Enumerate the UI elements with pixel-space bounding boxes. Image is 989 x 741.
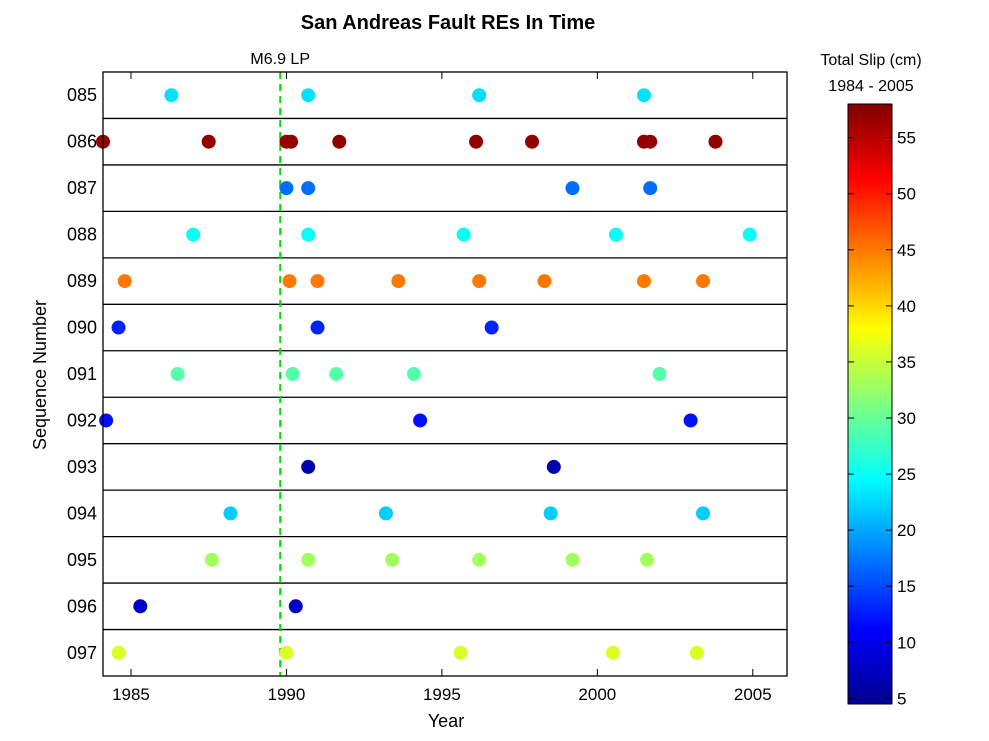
colorbar-ticks: 5 10 15 20 25 30 35 40 45 50 55 [848, 129, 916, 708]
colorbar-tick-label: 10 [897, 633, 916, 652]
data-point [332, 134, 347, 149]
data-point [133, 599, 148, 614]
data-point [643, 134, 658, 149]
data-point [742, 227, 757, 242]
data-point [186, 227, 201, 242]
y-tick-label: 092 [67, 410, 97, 430]
data-point [164, 88, 179, 103]
data-point [279, 645, 294, 660]
data-point [279, 181, 294, 196]
colorbar [847, 103, 893, 705]
chart-title: San Andreas Fault REs In Time [301, 12, 596, 34]
y-tick-label: 091 [67, 364, 97, 384]
data-point [609, 227, 623, 242]
y-tick-label: 097 [67, 643, 97, 663]
data-point [543, 506, 558, 521]
y-tick-label: 089 [67, 271, 97, 291]
data-point [546, 459, 561, 474]
data-point [301, 227, 316, 242]
data-point [310, 274, 325, 289]
x-tick-label: 1995 [423, 685, 461, 704]
data-point [472, 552, 487, 567]
data-point [285, 367, 300, 381]
colorbar-tick-label: 50 [897, 185, 916, 204]
data-point [636, 274, 651, 289]
y-tick-label: 090 [67, 318, 97, 338]
data-point [329, 367, 344, 381]
data-point [565, 181, 580, 196]
data-point [484, 320, 499, 335]
data-point [117, 274, 132, 289]
colorbar-subtitle: 1984 - 2005 [828, 78, 914, 95]
colorbar-tick-label: 5 [897, 689, 906, 708]
data-point [413, 413, 428, 428]
data-point [636, 88, 651, 103]
data-point [111, 320, 126, 335]
data-point [469, 134, 484, 149]
data-point [537, 274, 552, 289]
data-point [170, 367, 185, 381]
data-point [696, 506, 711, 521]
annotation-label: M6.9 LP [250, 51, 310, 68]
data-point [453, 645, 468, 660]
y-tick-label: 088 [67, 225, 97, 245]
data-point [385, 552, 400, 567]
y-tick-label: 087 [67, 178, 97, 198]
data-point [301, 552, 316, 567]
data-point [223, 506, 238, 521]
data-point [391, 274, 406, 289]
colorbar-tick-label: 55 [897, 129, 916, 148]
data-point [204, 552, 219, 567]
data-point [406, 367, 421, 381]
data-point [378, 506, 393, 521]
data-point [525, 134, 540, 149]
colorbar-tick-label: 30 [897, 409, 916, 428]
y-tick-label: 096 [67, 596, 97, 616]
data-point [282, 274, 297, 289]
data-point [565, 552, 580, 567]
data-point [689, 645, 704, 660]
y-tick-label: 086 [67, 132, 97, 152]
data-point [301, 88, 316, 103]
y-tick-label: 093 [67, 457, 97, 477]
x-tick-label: 1985 [112, 685, 150, 704]
y-axis-label: Sequence Number [30, 300, 50, 450]
data-point [111, 645, 126, 660]
colorbar-tick-label: 20 [897, 521, 916, 540]
data-point [683, 413, 698, 428]
data-point [288, 599, 303, 614]
x-axis-label: Year [428, 711, 464, 731]
x-tick-label: 2000 [578, 685, 616, 704]
colorbar-tick-label: 25 [897, 465, 916, 484]
plot-frame [102, 71, 788, 677]
colorbar-tick-label: 40 [897, 297, 916, 316]
data-point [472, 274, 487, 289]
colorbar-tick-label: 45 [897, 241, 916, 260]
data-point [456, 227, 471, 242]
data-point [708, 134, 723, 149]
data-point [310, 320, 325, 335]
data-point [652, 367, 667, 381]
data-point [640, 552, 655, 567]
colorbar-tick-label: 35 [897, 353, 916, 372]
y-tick-label: 094 [67, 503, 97, 523]
plot-area: 085 086 087 088 089 090 091 092 093 094 095 096 097 1… [67, 71, 788, 704]
data-point [605, 645, 620, 660]
colorbar-title: Total Slip (cm) [820, 52, 921, 69]
data-point [301, 181, 316, 196]
data-point [301, 459, 316, 474]
colorbar-tick-label: 15 [897, 577, 916, 596]
y-tick-label: 095 [67, 550, 97, 570]
data-point [472, 88, 487, 103]
data-point [696, 274, 711, 289]
x-tick-label: 1990 [268, 685, 306, 704]
data-point [643, 181, 658, 196]
x-tick-label: 2005 [734, 685, 772, 704]
data-point [284, 134, 299, 149]
y-tick-label: 085 [67, 85, 97, 105]
data-point [201, 134, 216, 149]
data-point [99, 413, 114, 428]
